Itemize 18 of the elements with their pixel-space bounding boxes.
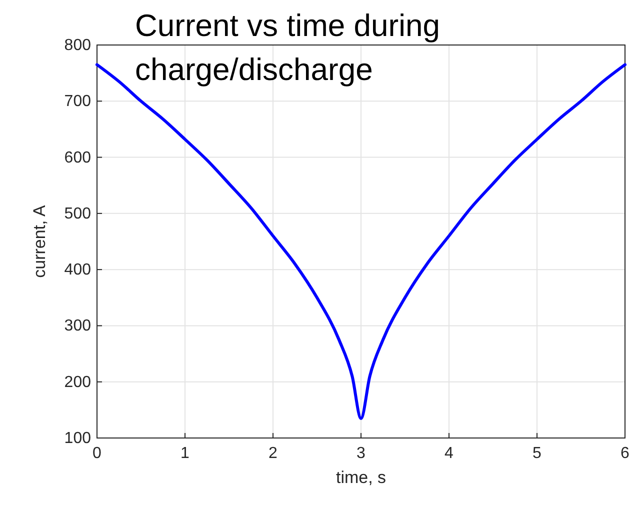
y-axis-title: current, A — [30, 204, 49, 278]
y-tick-label: 300 — [64, 318, 92, 335]
x-tick-label: 4 — [444, 445, 454, 462]
y-tick-label: 100 — [64, 430, 92, 447]
chart-title: Current vs time during charge/discharge — [135, 8, 440, 87]
x-axis-title: time, s — [336, 468, 386, 487]
y-tick-label: 800 — [64, 37, 92, 54]
y-tick-label: 700 — [64, 93, 92, 110]
x-tick-label: 6 — [620, 445, 630, 462]
x-tick-label: 2 — [268, 445, 278, 462]
y-tick-label: 500 — [64, 205, 92, 222]
x-tick-label: 5 — [532, 445, 542, 462]
x-tick-label: 0 — [92, 445, 102, 462]
y-tick-label: 200 — [64, 374, 92, 391]
y-tick-label: 400 — [64, 262, 92, 279]
x-tick-label: 3 — [356, 445, 366, 462]
y-tick-label: 600 — [64, 149, 92, 166]
x-tick-label: 1 — [180, 445, 190, 462]
